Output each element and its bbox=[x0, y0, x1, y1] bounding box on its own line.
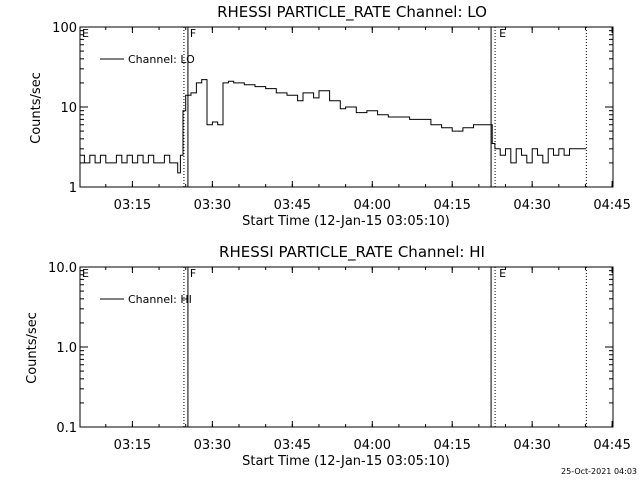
hi-y-tick-label: 0.1 bbox=[56, 421, 77, 436]
lo-chart-title: RHESSI PARTICLE_RATE Channel: LO bbox=[217, 3, 487, 22]
lo-y-axis-label: Counts/sec bbox=[29, 72, 44, 144]
lo-y-tick-label: 1 bbox=[69, 181, 77, 196]
lo-x-tick-label: 04:00 bbox=[354, 198, 391, 213]
hi-flag-label: E bbox=[82, 267, 89, 280]
lo-channel-panel: RHESSI PARTICLE_RATE Channel: LO Start T… bbox=[29, 3, 631, 229]
lo-flag-label: E bbox=[82, 27, 89, 40]
hi-legend-label: Channel: HI bbox=[128, 293, 192, 306]
hi-channel-panel: RHESSI PARTICLE_RATE Channel: HI Start T… bbox=[25, 243, 631, 469]
hi-flag-label: F bbox=[190, 267, 196, 280]
lo-x-tick-label: 04:15 bbox=[433, 198, 470, 213]
hi-x-tick-label: 03:15 bbox=[114, 438, 151, 453]
lo-y-tick-label: 100 bbox=[52, 21, 77, 36]
hi-x-tick-label: 03:30 bbox=[194, 438, 231, 453]
footer-timestamp: 25-Oct-2021 04:03 bbox=[561, 467, 637, 476]
hi-x-tick-label: 04:45 bbox=[593, 438, 630, 453]
lo-x-tick-label: 03:15 bbox=[114, 198, 151, 213]
hi-y-tick-label: 10.0 bbox=[48, 261, 77, 276]
lo-series-line bbox=[80, 79, 587, 174]
hi-plot-frame bbox=[79, 266, 614, 428]
hi-x-axis-label: Start Time (12-Jan-15 03:05:10) bbox=[242, 454, 450, 469]
lo-flag-label: E bbox=[499, 27, 506, 40]
hi-x-tick-label: 03:45 bbox=[274, 438, 311, 453]
hi-x-tick-label: 04:30 bbox=[513, 438, 550, 453]
hi-flag-label: E bbox=[499, 267, 506, 280]
lo-x-tick-label: 03:45 bbox=[274, 198, 311, 213]
lo-x-axis-label: Start Time (12-Jan-15 03:05:10) bbox=[242, 214, 450, 229]
lo-y-tick-label: 10 bbox=[60, 101, 77, 116]
hi-x-tick-label: 04:00 bbox=[354, 438, 391, 453]
lo-legend-label: Channel: LO bbox=[128, 53, 195, 66]
hi-y-axis-label: Counts/sec bbox=[25, 312, 40, 384]
hi-chart-title: RHESSI PARTICLE_RATE Channel: HI bbox=[219, 243, 485, 262]
hi-y-tick-label: 1.0 bbox=[56, 341, 77, 356]
lo-flag-label: F bbox=[190, 27, 196, 40]
lo-x-tick-label: 04:30 bbox=[513, 198, 550, 213]
lo-x-tick-label: 04:45 bbox=[593, 198, 630, 213]
lo-x-tick-label: 03:30 bbox=[194, 198, 231, 213]
hi-x-tick-label: 04:15 bbox=[433, 438, 470, 453]
